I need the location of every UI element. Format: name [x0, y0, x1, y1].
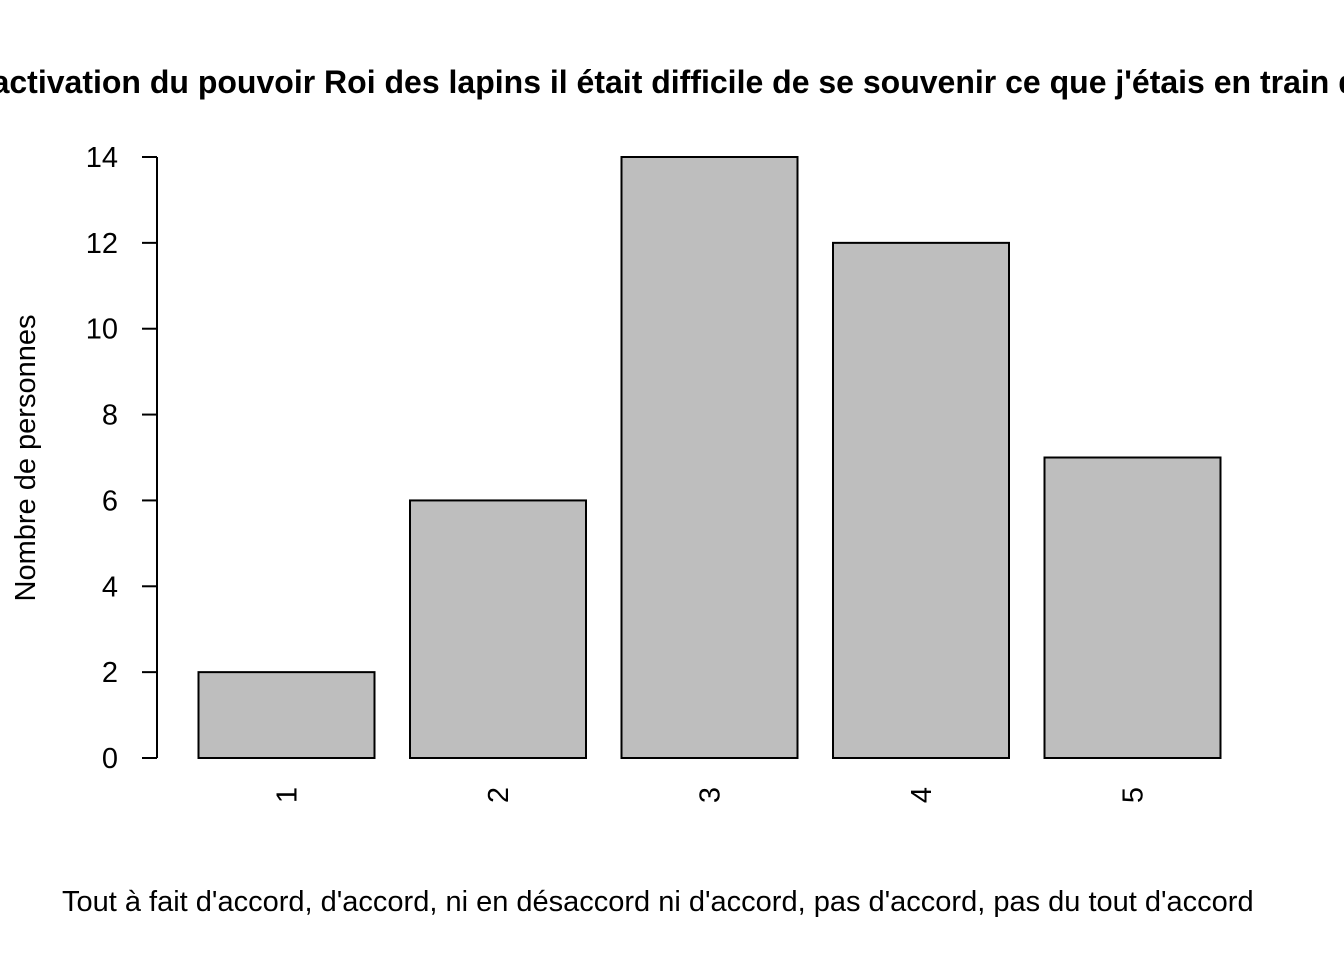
x-axis-label: Tout à fait d'accord, d'accord, ni en dé…: [62, 886, 1254, 918]
y-tick-label: 2: [102, 657, 118, 689]
bar-4: [832, 241, 1010, 760]
x-tick-label: 4: [906, 787, 938, 803]
bar-1: [197, 671, 376, 760]
y-tick-label: 4: [102, 571, 118, 603]
x-tick-label: 2: [483, 787, 515, 803]
x-tick-label: 1: [272, 787, 304, 803]
y-tick-label: 8: [102, 400, 118, 432]
bars-group: [197, 156, 1222, 760]
bar-2: [409, 499, 587, 759]
y-tick-label: 0: [102, 743, 118, 775]
y-axis: 0 2 4 6 8 10 12 14: [86, 142, 158, 775]
y-tick-label: 6: [102, 485, 118, 517]
y-axis-label: Nombre de personnes: [10, 315, 42, 602]
chart-title: Après activation du pouvoir Roi des lapi…: [0, 64, 1344, 100]
y-tick-label: 14: [86, 142, 118, 174]
x-tick-label: 3: [695, 787, 727, 803]
x-tick-label: 5: [1118, 787, 1150, 803]
bar-5: [1043, 456, 1222, 759]
y-tick-label: 10: [86, 314, 118, 346]
y-tick-label: 12: [86, 228, 118, 260]
x-tick-labels: 1 2 3 4 5: [272, 787, 1150, 803]
bar-3: [620, 156, 799, 759]
